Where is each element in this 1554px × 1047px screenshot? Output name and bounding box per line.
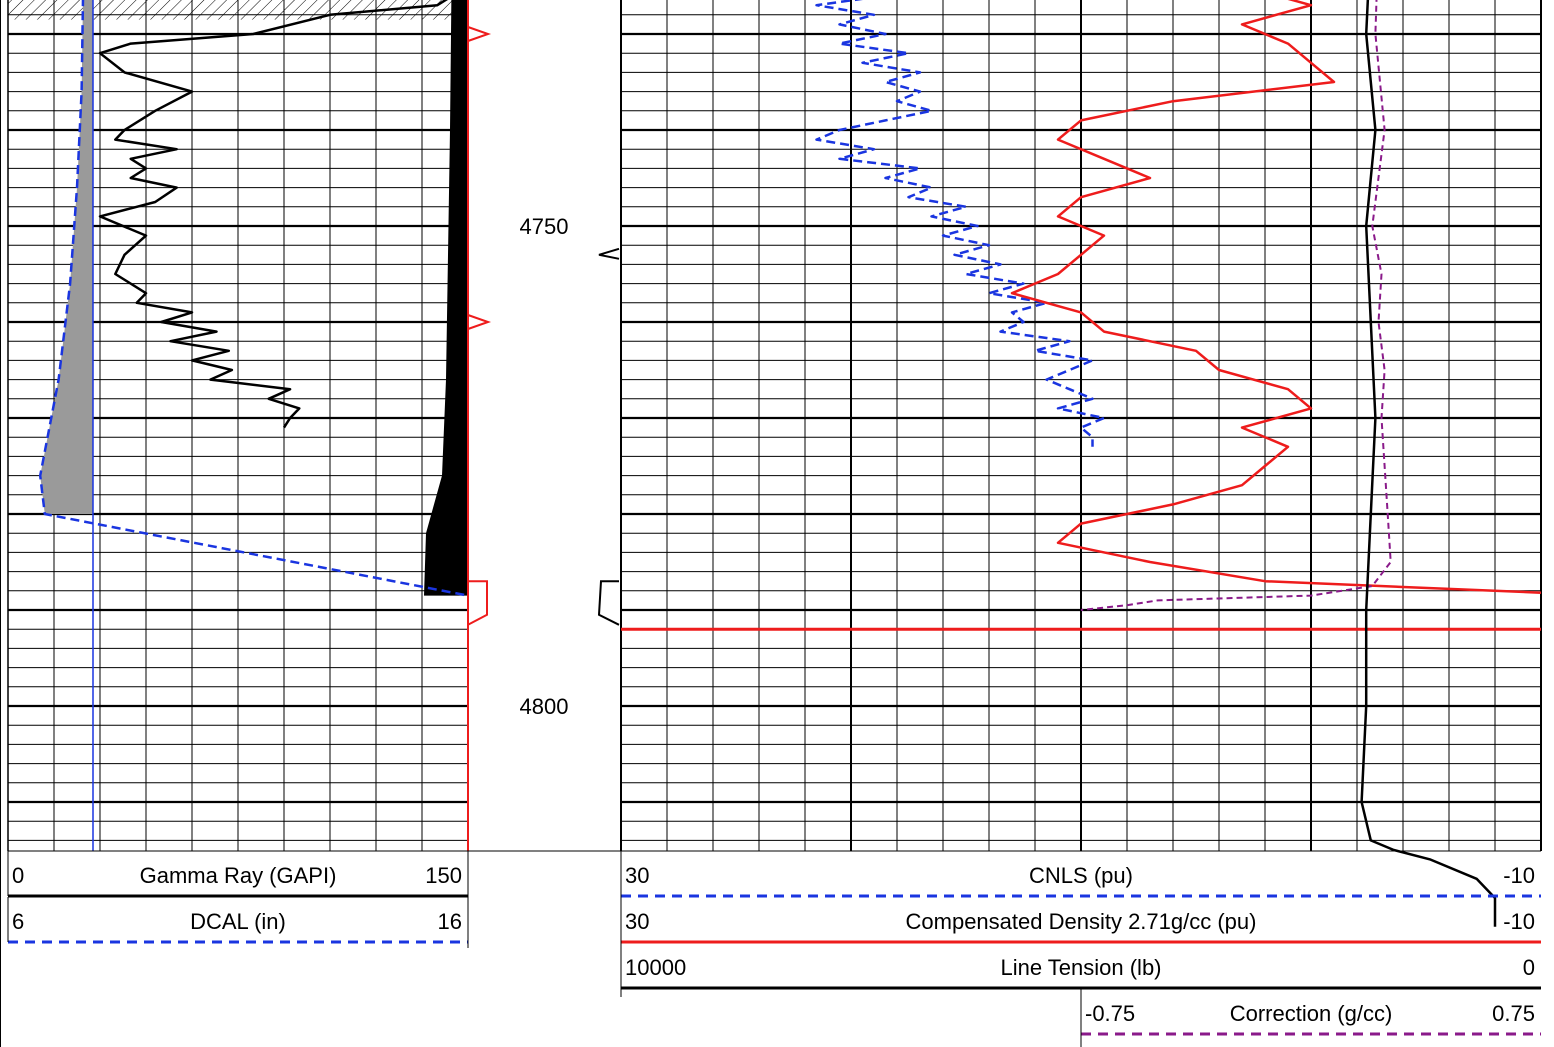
tension-header-label: Line Tension (lb)	[1000, 955, 1161, 980]
caliper-shading	[40, 0, 93, 514]
tension-header-left: 10000	[625, 955, 686, 980]
cnls-header-left: 30	[625, 863, 649, 888]
depth-label: 4750	[520, 214, 569, 239]
dcal-header-left: 6	[12, 909, 24, 934]
tension-header-right: 0	[1523, 955, 1535, 980]
shading-layer	[8, 0, 468, 596]
density-header-left: 30	[625, 909, 649, 934]
density-header-right: -10	[1503, 909, 1535, 934]
depth-tick-marker	[598, 247, 620, 260]
correction-header-right: 0.75	[1492, 1001, 1535, 1026]
gr-shading-hatch	[8, 0, 460, 20]
cnls-header-label: CNLS (pu)	[1029, 863, 1133, 888]
red-depth-flag	[467, 314, 492, 330]
correction-header-label: Correction (g/cc)	[1230, 1001, 1393, 1026]
red-depth-flag	[467, 26, 492, 42]
dcal-curve	[38, 0, 469, 597]
depth-label: 4800	[520, 694, 569, 719]
line-tension-curve	[1360, 0, 1497, 927]
density-header-label: Compensated Density 2.71g/cc (pu)	[906, 909, 1257, 934]
tension-fill	[424, 0, 468, 596]
correction-curve	[1080, 0, 1392, 611]
grid-layer	[7, 0, 1542, 851]
depth-track: 4750 4800	[520, 214, 620, 719]
dcal-header-right: 16	[438, 909, 462, 934]
gamma-ray-header-left: 0	[12, 863, 24, 888]
cnls-header-right: -10	[1503, 863, 1535, 888]
correction-header-left: -0.75	[1085, 1001, 1135, 1026]
depth-bracket-marker	[597, 580, 620, 626]
density-curve	[1010, 0, 1542, 594]
red-depth-bracket	[467, 580, 488, 626]
cnls-curve	[815, 0, 1106, 447]
curve-layer	[38, 0, 1542, 927]
gamma-ray-header-right: 150	[425, 863, 462, 888]
gamma-ray-curve	[98, 0, 449, 429]
dcal-header-label: DCAL (in)	[190, 909, 286, 934]
gamma-ray-header-label: Gamma Ray (GAPI)	[140, 863, 337, 888]
